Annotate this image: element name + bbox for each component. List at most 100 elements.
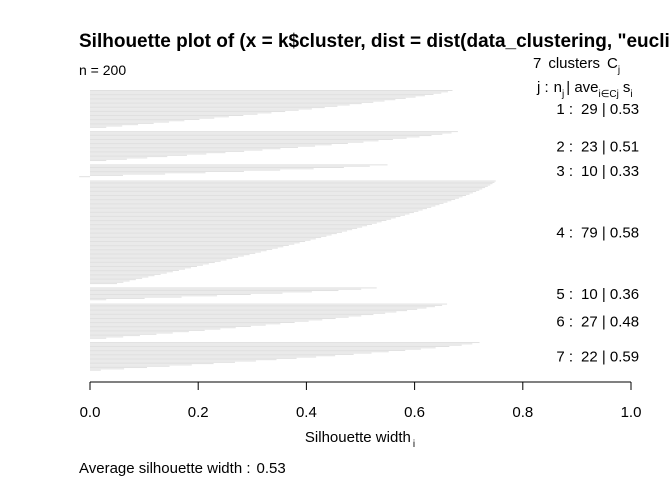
silhouette-bar <box>90 221 382 223</box>
cluster-row-label: 1 : <box>556 101 573 118</box>
silhouette-bar <box>90 144 332 146</box>
silhouette-bar <box>90 328 221 330</box>
silhouette-bar <box>90 223 372 225</box>
silhouette-bar <box>90 251 261 253</box>
silhouette-bar <box>90 262 215 264</box>
silhouette-bar <box>90 194 467 196</box>
silhouette-bar <box>90 264 203 266</box>
header-columns: j : nj | avei∈Cj si <box>536 79 633 100</box>
silhouette-bar <box>90 109 299 111</box>
silhouette-bar <box>90 295 218 297</box>
silhouette-bar <box>90 169 281 171</box>
silhouette-bar <box>90 172 206 174</box>
silhouette-bar <box>90 202 444 204</box>
silhouette-bar <box>90 146 298 148</box>
silhouette-bar <box>90 113 258 115</box>
silhouette-bar <box>90 266 197 267</box>
silhouette-bar <box>90 318 336 320</box>
silhouette-bar <box>90 108 312 110</box>
silhouette-bar <box>90 234 332 236</box>
silhouette-bar <box>90 180 496 182</box>
silhouette-bar <box>90 164 388 166</box>
silhouette-bar <box>90 165 370 167</box>
x-tick-label: 0.6 <box>404 404 425 421</box>
silhouette-bar <box>90 355 336 357</box>
silhouette-bar <box>90 255 244 257</box>
silhouette-bar <box>90 332 173 334</box>
silhouette-bar <box>90 267 191 269</box>
silhouette-bar <box>90 275 155 277</box>
silhouette-bar <box>90 367 148 369</box>
silhouette-bar <box>90 252 256 254</box>
silhouette-bar <box>90 335 140 337</box>
silhouette-bar <box>90 369 101 371</box>
silhouette-bar <box>90 239 311 241</box>
silhouette-bar <box>90 158 127 160</box>
silhouette-bar <box>90 116 229 118</box>
silhouette-bar <box>90 136 420 138</box>
cluster-row-label: 5 : <box>556 286 573 303</box>
silhouette-bar <box>90 325 251 327</box>
silhouette-bar <box>90 230 348 232</box>
silhouette-bar <box>90 254 250 256</box>
silhouette-bar <box>90 187 486 189</box>
x-tick-label: 0.4 <box>296 404 317 421</box>
silhouette-bar <box>90 304 443 306</box>
silhouette-bar <box>90 170 244 172</box>
silhouette-bar <box>90 290 339 292</box>
silhouette-bar <box>90 208 427 210</box>
silhouette-bar <box>90 131 458 133</box>
silhouette-bar <box>90 277 143 279</box>
silhouette-bar <box>90 90 453 91</box>
silhouette-bar <box>90 357 297 359</box>
silhouette-bar <box>90 237 322 239</box>
silhouette-bar <box>90 351 389 353</box>
silhouette-bar <box>90 331 189 333</box>
silhouette-bar <box>90 248 273 250</box>
silhouette-bar <box>90 148 281 150</box>
silhouette-bar <box>90 336 124 338</box>
silhouette-bar <box>90 184 491 186</box>
silhouette-bar <box>90 152 226 154</box>
silhouette-bar <box>90 333 157 335</box>
silhouette-bar <box>90 107 325 109</box>
x-axis-label: Silhouette width i <box>305 429 415 450</box>
silhouette-bar <box>90 97 406 99</box>
silhouette-bar <box>90 198 456 200</box>
silhouette-bar <box>90 191 477 193</box>
silhouette-bar <box>90 315 362 317</box>
silhouette-bar <box>90 173 166 175</box>
silhouette-bar <box>90 142 348 144</box>
silhouette-bar <box>90 287 377 289</box>
silhouette-bar <box>90 189 480 191</box>
cluster-table-header: 7 clusters Cj j : nj | avei∈Cj si <box>533 55 633 100</box>
silhouette-bar <box>90 99 396 101</box>
silhouette-bar <box>90 360 256 362</box>
silhouette-bar <box>90 363 214 365</box>
silhouette-bar <box>90 101 374 103</box>
silhouette-bar <box>90 91 448 93</box>
silhouette-bar <box>90 268 185 270</box>
silhouette-bar <box>90 307 427 309</box>
silhouette-bar <box>90 167 344 168</box>
silhouette-bar <box>90 183 493 185</box>
silhouette-bar <box>90 256 239 258</box>
cluster-row-label: 2 : <box>556 138 573 155</box>
silhouette-bar <box>90 140 379 142</box>
x-tick-label: 0.8 <box>512 404 533 421</box>
silhouette-bars <box>79 90 496 371</box>
silhouette-bar <box>90 238 316 240</box>
cluster-row-label: 7 : <box>556 349 573 366</box>
silhouette-bar <box>90 117 215 119</box>
silhouette-bar <box>90 242 300 244</box>
silhouette-bar <box>90 212 414 214</box>
silhouette-bar <box>79 176 90 178</box>
silhouette-bar <box>90 218 392 220</box>
cluster-row-values: 22 | 0.59 <box>581 349 639 366</box>
x-tick-label: 1.0 <box>621 404 642 421</box>
silhouette-bar <box>90 263 209 265</box>
silhouette-bar <box>90 342 480 344</box>
silhouette-bar <box>90 200 452 202</box>
silhouette-bar <box>90 156 168 158</box>
silhouette-bar <box>90 319 323 321</box>
